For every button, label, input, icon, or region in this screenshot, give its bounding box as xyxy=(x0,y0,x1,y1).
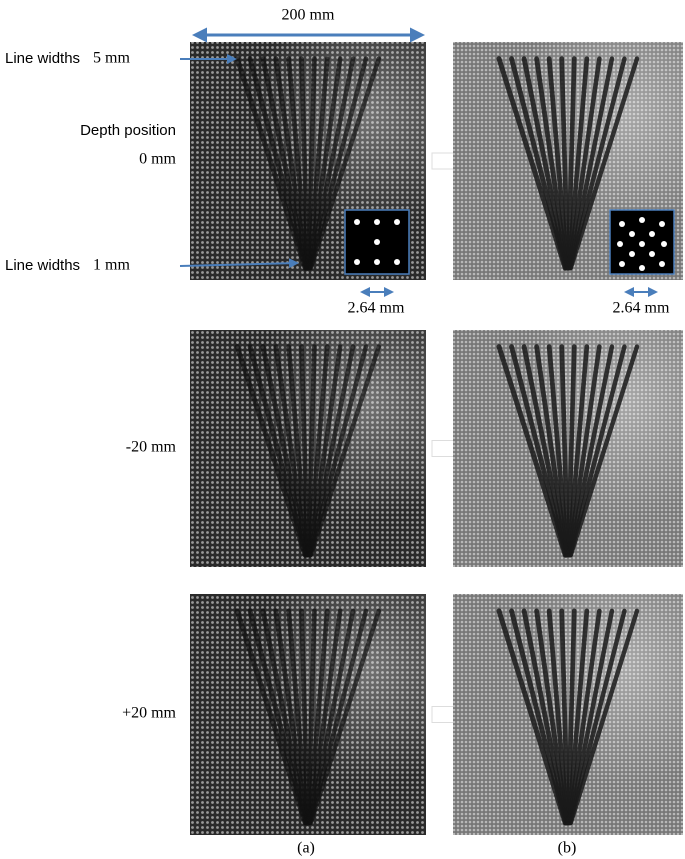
depth-value: 0 mm xyxy=(139,151,176,168)
inset-scale: 2.64 mm xyxy=(348,300,405,317)
line-width-label: Line widths xyxy=(5,257,80,274)
line-width-value: 1 mm xyxy=(93,257,130,274)
inset-spot xyxy=(629,251,635,257)
column-label: (a) xyxy=(297,840,315,857)
line-width-label: Line widths xyxy=(5,50,80,67)
figure: 200 mm Line widths 5 mm Depth position L… xyxy=(0,0,685,859)
depth-value: +20 mm xyxy=(122,705,176,722)
inset-spot xyxy=(394,219,400,225)
inset-spot xyxy=(619,261,625,267)
inset-spot xyxy=(354,219,360,225)
depth-value: -20 mm xyxy=(126,439,177,456)
inset-spot xyxy=(374,219,380,225)
inset-spot xyxy=(354,259,360,265)
inset-spot xyxy=(374,259,380,265)
inset-spot xyxy=(661,241,667,247)
depth-label: Depth position xyxy=(80,122,176,139)
inset-spot xyxy=(649,251,655,257)
inset-spot xyxy=(649,231,655,237)
panels xyxy=(190,42,683,835)
inset-spot xyxy=(629,231,635,237)
inset-spot xyxy=(619,221,625,227)
inset-spot xyxy=(394,259,400,265)
scale-label: 200 mm xyxy=(282,7,335,24)
column-label: (b) xyxy=(558,840,577,857)
inset-scale: 2.64 mm xyxy=(613,300,670,317)
inset-spot xyxy=(639,241,645,247)
inset-spot xyxy=(639,265,645,271)
inset-spot xyxy=(639,217,645,223)
inset-spot xyxy=(659,221,665,227)
inset-spot xyxy=(659,261,665,267)
line-width-value: 5 mm xyxy=(93,50,130,67)
inset-spot xyxy=(374,239,380,245)
inset-spot xyxy=(617,241,623,247)
